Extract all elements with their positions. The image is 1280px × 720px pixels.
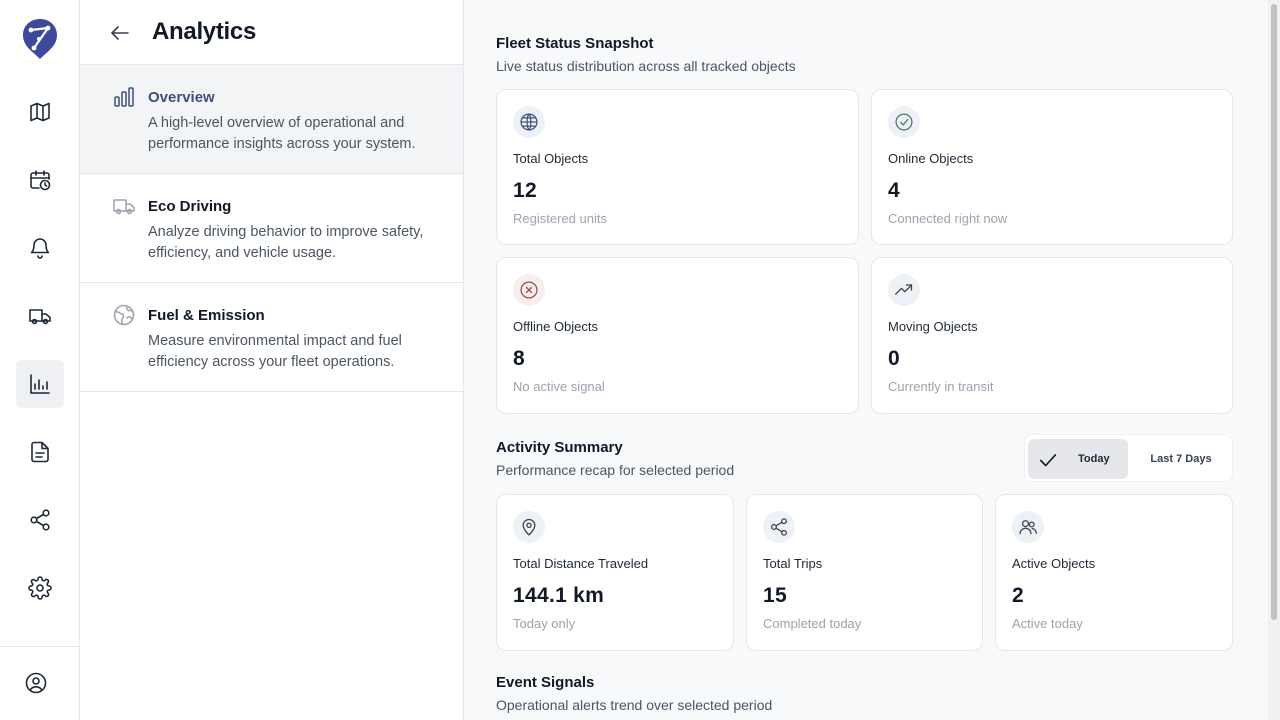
card-label: Active Objects (1012, 556, 1096, 571)
activity-section-title: Activity Summary (496, 439, 623, 456)
nav-item-overview[interactable]: Overview A high-level overview of operat… (80, 65, 463, 174)
panel-header: Analytics (80, 0, 463, 65)
events-section-title: Event Signals (496, 674, 595, 691)
toggle-today-button[interactable]: Today (1028, 439, 1128, 479)
stat-card-total-trips: Total Trips 15 Completed today (746, 494, 983, 651)
card-value: 144.1 km (513, 584, 605, 607)
globe-leaf-icon (112, 303, 136, 327)
card-note: No active signal (513, 379, 605, 394)
trending-up-icon (888, 274, 920, 306)
truck-icon (112, 194, 136, 218)
globe-icon (513, 106, 545, 138)
bell-icon[interactable] (16, 224, 64, 272)
stat-card-moving-objects: Moving Objects 0 Currently in transit (871, 257, 1233, 414)
nav-item-label: Overview (148, 89, 215, 106)
toggle-last-7-days-button[interactable]: Last 7 Days (1150, 453, 1212, 465)
card-label: Total Distance Traveled (513, 556, 649, 571)
fleet-section-subtitle: Live status distribution across all trac… (496, 58, 796, 74)
card-label: Total Objects (513, 151, 589, 166)
location-pin-icon (513, 511, 545, 543)
scrollbar-thumb[interactable] (1271, 4, 1277, 620)
stat-card-total-objects: Total Objects 12 Registered units (496, 89, 859, 245)
users-icon (1012, 511, 1044, 543)
card-value: 8 (513, 347, 525, 370)
toggle-today-label: Today (1078, 453, 1110, 465)
main-scrollbar[interactable] (1268, 0, 1280, 720)
check-circle-icon (888, 106, 920, 138)
card-note: Currently in transit (888, 379, 994, 394)
back-arrow-icon[interactable] (106, 19, 134, 47)
x-circle-icon (513, 274, 545, 306)
nav-item-fuel-emission[interactable]: Fuel & Emission Measure environmental im… (80, 283, 463, 392)
card-value: 15 (763, 584, 787, 607)
card-value: 4 (888, 179, 900, 202)
card-note: Active today (1012, 616, 1083, 631)
map-icon[interactable] (16, 88, 64, 136)
nav-item-label: Eco Driving (148, 198, 232, 215)
stat-card-total-distance: Total Distance Traveled 144.1 km Today o… (496, 494, 734, 651)
stat-card-offline-objects: Offline Objects 8 No active signal (496, 257, 859, 414)
document-icon[interactable] (16, 428, 64, 476)
rail-divider (0, 646, 79, 647)
card-label: Online Objects (888, 151, 974, 166)
card-note: Registered units (513, 211, 607, 226)
card-note: Today only (513, 616, 576, 631)
analytics-panel: Analytics Overview A high-level overview… (80, 0, 464, 720)
card-label: Moving Objects (888, 319, 978, 334)
share-icon (763, 511, 795, 543)
check-icon (1037, 449, 1059, 471)
nav-item-label: Fuel & Emission (148, 307, 265, 324)
user-circle-icon[interactable] (12, 659, 60, 707)
card-label: Total Trips (763, 556, 823, 571)
nav-item-description: Analyze driving behavior to improve safe… (148, 224, 424, 261)
bar-chart-icon (112, 85, 136, 109)
icon-rail (0, 0, 80, 720)
fleet-section-title: Fleet Status Snapshot (496, 35, 654, 52)
page-title: Analytics (152, 18, 257, 45)
events-section-subtitle: Operational alerts trend over selected p… (496, 697, 773, 713)
card-note: Completed today (763, 616, 862, 631)
calendar-clock-icon[interactable] (16, 156, 64, 204)
period-toggle: Today Last 7 Days (1024, 434, 1233, 482)
stat-card-active-objects: Active Objects 2 Active today (995, 494, 1233, 651)
logo-icon[interactable] (22, 18, 58, 60)
chart-icon[interactable] (16, 360, 64, 408)
nav-item-description: Measure environmental impact and fuel ef… (148, 333, 402, 370)
nav-item-description: A high-level overview of operational and… (148, 115, 416, 152)
activity-section-subtitle: Performance recap for selected period (496, 462, 735, 478)
share-icon[interactable] (16, 496, 64, 544)
stat-card-online-objects: Online Objects 4 Connected right now (871, 89, 1233, 245)
card-value: 2 (1012, 584, 1024, 607)
gear-icon[interactable] (16, 564, 64, 612)
card-label: Offline Objects (513, 319, 599, 334)
card-note: Connected right now (888, 211, 1008, 226)
card-value: 0 (888, 347, 900, 370)
main-content: Fleet Status Snapshot Live status distri… (464, 0, 1268, 720)
nav-item-eco-driving[interactable]: Eco Driving Analyze driving behavior to … (80, 174, 463, 283)
truck-icon[interactable] (16, 292, 64, 340)
card-value: 12 (513, 179, 537, 202)
